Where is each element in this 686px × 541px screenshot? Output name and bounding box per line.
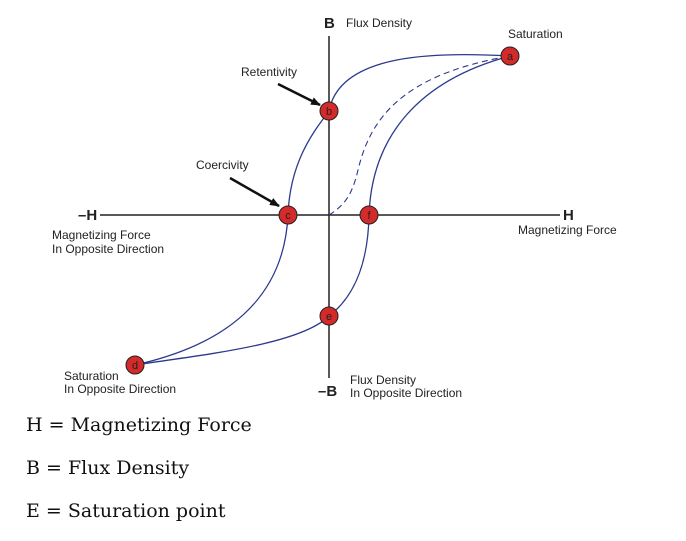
legend: H = Magnetizing Force B = Flux Density E… — [26, 412, 666, 541]
legend-line-b: B = Flux Density — [26, 457, 190, 479]
saturation-opposite-label-line1: Saturation — [64, 369, 119, 383]
curve-a-b — [328, 53, 511, 112]
retentivity-arrow — [277, 82, 321, 107]
curve-d-e — [134, 315, 330, 366]
svg-text:c: c — [285, 210, 291, 222]
neg-b-axis-label-line2: In Opposite Direction — [350, 386, 462, 400]
retentivity-label: Retentivity — [241, 65, 297, 79]
svg-text:d: d — [132, 360, 138, 372]
neg-h-axis-letter: –H — [78, 207, 97, 224]
coercivity-label: Coercivity — [196, 158, 249, 172]
svg-text:a: a — [507, 51, 514, 63]
neg-h-axis-label-line2: In Opposite Direction — [52, 242, 164, 256]
curve-f-a — [368, 55, 511, 216]
initial-magnetization-curve — [328, 55, 511, 216]
curve-e-f — [328, 214, 370, 317]
neg-b-axis-label-line1: Flux Density — [350, 373, 416, 387]
point-e: e — [319, 306, 339, 326]
curve-c-d — [134, 214, 289, 366]
h-axis-label: Magnetizing Force — [518, 223, 617, 237]
neg-h-axis-label-line1: Magnetizing Force — [52, 228, 151, 242]
h-axis-letter: H — [563, 207, 574, 224]
legend-line-h: H = Magnetizing Force — [26, 414, 252, 436]
b-axis-label: Flux Density — [346, 16, 412, 30]
point-f: f — [359, 205, 379, 225]
curve-b-c — [287, 110, 330, 216]
saturation-label: Saturation — [508, 27, 563, 41]
svg-text:e: e — [326, 311, 332, 323]
point-d: d — [125, 355, 145, 375]
svg-text:b: b — [326, 106, 332, 118]
point-c: c — [278, 205, 298, 225]
point-a: a — [500, 46, 520, 66]
legend-line-e: E = Saturation point — [26, 500, 226, 522]
b-axis-letter: B — [324, 15, 335, 32]
svg-text:f: f — [367, 210, 371, 222]
saturation-opposite-label-line2: In Opposite Direction — [64, 382, 176, 396]
point-b: b — [319, 101, 339, 121]
hysteresis-loop-diagram: a b c d e f B Flux Density –B Flux Densi… — [52, 15, 617, 400]
coercivity-arrow — [229, 176, 280, 208]
neg-b-axis-letter: –B — [318, 383, 337, 400]
